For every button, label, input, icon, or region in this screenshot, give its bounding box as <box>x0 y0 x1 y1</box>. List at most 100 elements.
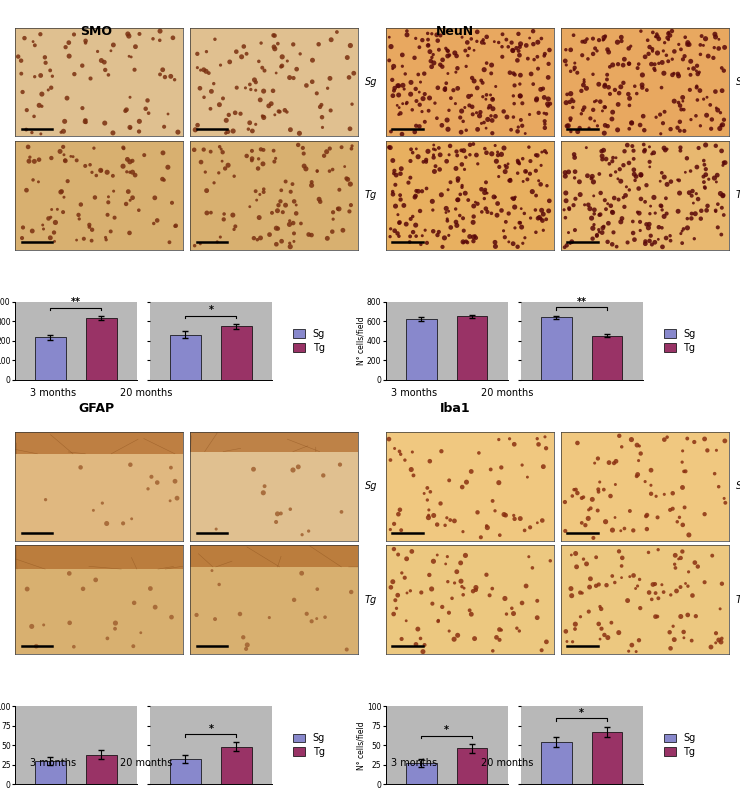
Text: 3 months: 3 months <box>30 388 76 398</box>
Point <box>456 31 468 43</box>
Point <box>587 232 599 245</box>
Point <box>649 578 661 590</box>
Point <box>652 46 664 59</box>
Point <box>593 618 605 630</box>
Point <box>690 65 702 77</box>
Point <box>701 204 713 217</box>
Point <box>396 567 408 579</box>
Point <box>565 582 577 595</box>
Point <box>275 195 286 207</box>
Point <box>682 608 693 621</box>
Point <box>433 43 445 56</box>
Point <box>73 213 85 225</box>
Point <box>476 183 488 195</box>
Point <box>167 32 179 44</box>
Point <box>589 457 601 470</box>
Point <box>485 463 497 476</box>
Point <box>417 34 428 46</box>
Point <box>559 496 571 508</box>
Point <box>435 188 447 201</box>
Point <box>499 593 511 605</box>
Point <box>644 41 656 54</box>
Point <box>331 26 343 39</box>
Point <box>514 90 526 102</box>
Point <box>675 227 687 240</box>
Point <box>619 189 631 202</box>
Point <box>56 185 67 198</box>
Point <box>639 124 650 136</box>
Point <box>468 231 480 243</box>
Point <box>194 82 206 95</box>
Point <box>639 143 650 156</box>
Text: **: ** <box>71 297 81 307</box>
Point <box>443 205 454 217</box>
Point <box>502 158 514 170</box>
Point <box>297 147 309 160</box>
Point <box>189 240 201 252</box>
Point <box>533 438 545 451</box>
Point <box>460 235 472 247</box>
Point <box>248 232 260 244</box>
Point <box>500 216 512 229</box>
Point <box>661 49 673 61</box>
Point <box>294 127 306 139</box>
Text: **: ** <box>576 297 587 307</box>
Point <box>514 69 526 81</box>
Point <box>246 154 258 167</box>
Point <box>651 28 663 40</box>
Point <box>619 53 630 65</box>
Point <box>463 42 475 54</box>
Point <box>385 222 397 235</box>
Point <box>674 99 686 112</box>
Point <box>653 592 665 604</box>
Point <box>405 213 417 225</box>
Point <box>451 50 462 62</box>
Point <box>588 190 599 203</box>
Point <box>26 620 38 633</box>
Point <box>622 236 633 249</box>
Point <box>275 507 287 520</box>
Point <box>227 209 239 221</box>
Point <box>442 575 454 588</box>
Point <box>428 57 440 69</box>
Point <box>86 166 98 179</box>
Point <box>673 96 684 109</box>
Point <box>258 85 269 98</box>
Point <box>252 153 264 165</box>
Point <box>465 608 477 620</box>
Point <box>133 125 145 138</box>
Point <box>709 28 721 40</box>
Point <box>568 148 580 161</box>
Point <box>478 116 490 128</box>
Point <box>398 83 410 95</box>
Point <box>75 199 87 211</box>
Point <box>672 173 684 186</box>
Point <box>607 151 619 164</box>
Point <box>101 166 113 179</box>
Point <box>508 98 520 110</box>
Point <box>227 125 239 137</box>
Point <box>690 207 702 220</box>
Point <box>718 156 730 169</box>
Point <box>542 98 554 110</box>
Point <box>480 568 492 581</box>
Point <box>675 581 687 593</box>
Point <box>656 81 667 94</box>
Point <box>312 165 323 177</box>
Point <box>528 54 540 66</box>
Point <box>485 59 497 72</box>
Point <box>291 63 303 76</box>
Point <box>657 45 669 58</box>
Point <box>675 610 687 623</box>
Point <box>691 94 703 106</box>
Point <box>610 240 622 253</box>
Point <box>484 100 496 113</box>
Point <box>457 589 469 601</box>
Point <box>612 173 624 185</box>
Point <box>464 230 476 243</box>
Point <box>522 52 534 65</box>
Point <box>585 112 596 125</box>
Point <box>108 185 120 198</box>
Point <box>428 143 440 155</box>
Point <box>568 64 580 76</box>
